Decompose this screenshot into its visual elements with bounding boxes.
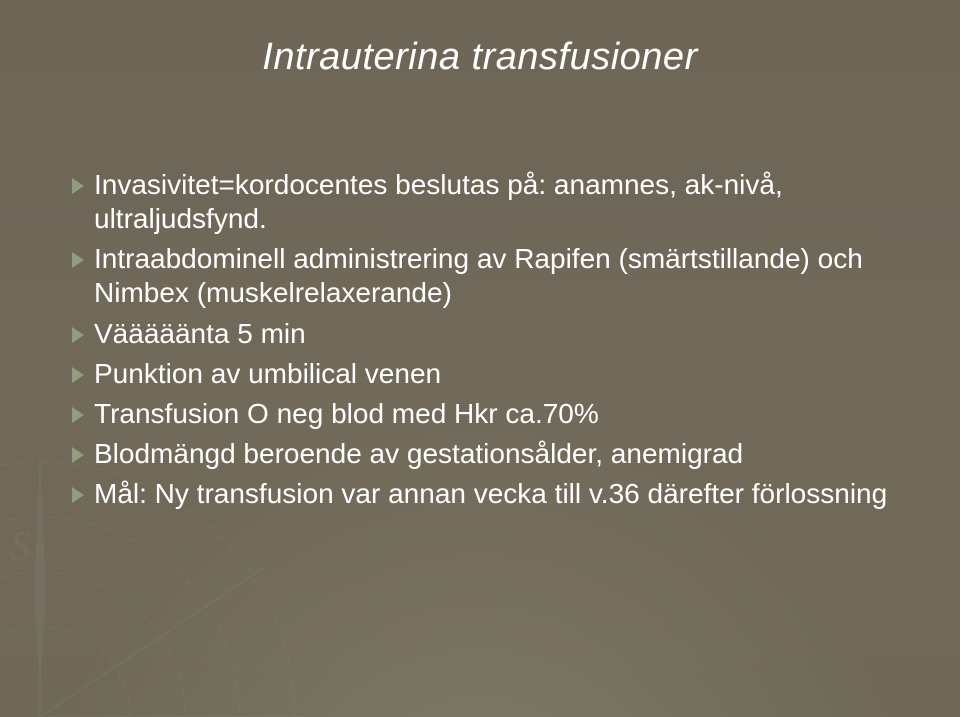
bullet-list: Invasivitet=kordocentes beslutas på: ana… [72, 168, 905, 517]
triangle-bullet-icon [72, 327, 84, 343]
list-item-text: Intraabdominell administrering av Rapife… [94, 242, 905, 310]
list-item-text: Blodmängd beroende av gestationsålder, a… [94, 437, 905, 471]
triangle-bullet-icon [72, 487, 84, 503]
triangle-bullet-icon [72, 367, 84, 383]
triangle-bullet-icon [72, 407, 84, 423]
list-item: Mål: Ny transfusion var annan vecka till… [72, 477, 905, 511]
list-item: Vääääänta 5 min [72, 317, 905, 351]
slide-title: Intrauterina transfusioner [0, 36, 960, 79]
list-item-text: Invasivitet=kordocentes beslutas på: ana… [94, 168, 905, 236]
svg-text:S: S [10, 523, 30, 568]
slide: S Intrauterina transfusioner Invasivitet… [0, 0, 960, 717]
list-item-text: Transfusion O neg blod med Hkr ca.70% [94, 397, 905, 431]
triangle-bullet-icon [72, 178, 84, 194]
list-item: Intraabdominell administrering av Rapife… [72, 242, 905, 310]
list-item: Invasivitet=kordocentes beslutas på: ana… [72, 168, 905, 236]
list-item-text: Vääääänta 5 min [94, 317, 905, 351]
list-item-text: Mål: Ny transfusion var annan vecka till… [94, 477, 905, 511]
list-item-text: Punktion av umbilical venen [94, 357, 905, 391]
triangle-bullet-icon [72, 252, 84, 268]
list-item: Blodmängd beroende av gestationsålder, a… [72, 437, 905, 471]
triangle-bullet-icon [72, 447, 84, 463]
list-item: Transfusion O neg blod med Hkr ca.70% [72, 397, 905, 431]
list-item: Punktion av umbilical venen [72, 357, 905, 391]
